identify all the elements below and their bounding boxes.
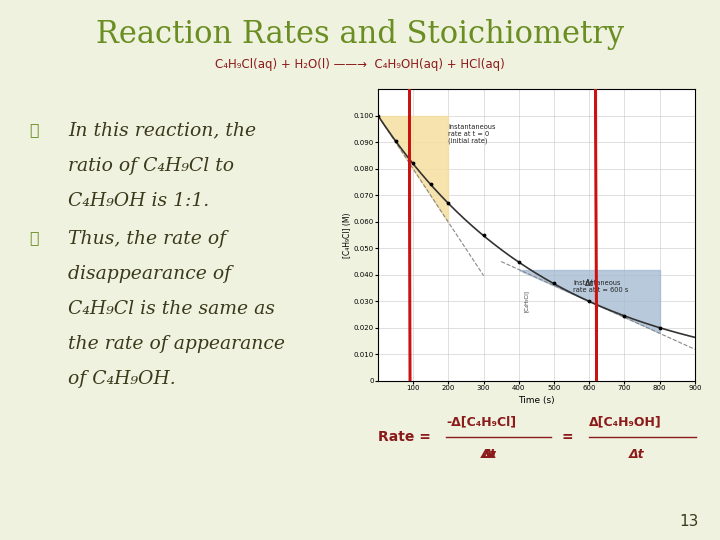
Text: 13: 13 bbox=[679, 514, 698, 529]
Text: Δι: Δι bbox=[482, 448, 497, 461]
Text: of C₄H₉OH.: of C₄H₉OH. bbox=[68, 370, 176, 388]
Polygon shape bbox=[519, 269, 660, 333]
Text: disappearance of: disappearance of bbox=[68, 265, 232, 282]
Text: Reaction Rates and Stoichiometry: Reaction Rates and Stoichiometry bbox=[96, 19, 624, 50]
Text: Δt: Δt bbox=[481, 448, 497, 461]
Text: C₄H₉Cl(aq) + H₂O(l) ——→  C₄H₉OH(aq) + HCl(aq): C₄H₉Cl(aq) + H₂O(l) ——→ C₄H₉OH(aq) + HCl… bbox=[215, 58, 505, 71]
Text: Rate =: Rate = bbox=[378, 430, 436, 444]
X-axis label: Time (s): Time (s) bbox=[518, 396, 554, 406]
Text: $\Delta t$: $\Delta t$ bbox=[584, 278, 595, 288]
Text: [C₄H₉Cl]: [C₄H₉Cl] bbox=[524, 291, 529, 312]
Text: In this reaction, the: In this reaction, the bbox=[68, 122, 256, 139]
Text: -Δ[C₄H₉Cl]: -Δ[C₄H₉Cl] bbox=[446, 416, 516, 429]
Y-axis label: [C₄H₉Cl] (M): [C₄H₉Cl] (M) bbox=[343, 212, 352, 258]
Text: C₄H₉OH is 1:1.: C₄H₉OH is 1:1. bbox=[68, 192, 210, 210]
Text: =: = bbox=[562, 430, 573, 444]
Text: Instantaneous
rate at t = 600 s: Instantaneous rate at t = 600 s bbox=[573, 280, 629, 293]
Text: Δt: Δt bbox=[629, 448, 644, 461]
Polygon shape bbox=[378, 116, 449, 222]
Text: Instantaneous
rate at t = 0
(initial rate): Instantaneous rate at t = 0 (initial rat… bbox=[449, 124, 496, 144]
Text: the rate of appearance: the rate of appearance bbox=[68, 335, 285, 353]
Text: ratio of C₄H₉Cl to: ratio of C₄H₉Cl to bbox=[68, 157, 235, 174]
Text: Thus, the rate of: Thus, the rate of bbox=[68, 230, 227, 247]
Text: ❧: ❧ bbox=[29, 230, 38, 246]
Text: Δ[C₄H₉OH]: Δ[C₄H₉OH] bbox=[589, 416, 662, 429]
Text: ❧: ❧ bbox=[29, 122, 38, 138]
Text: C₄H₉Cl is the same as: C₄H₉Cl is the same as bbox=[68, 300, 275, 318]
